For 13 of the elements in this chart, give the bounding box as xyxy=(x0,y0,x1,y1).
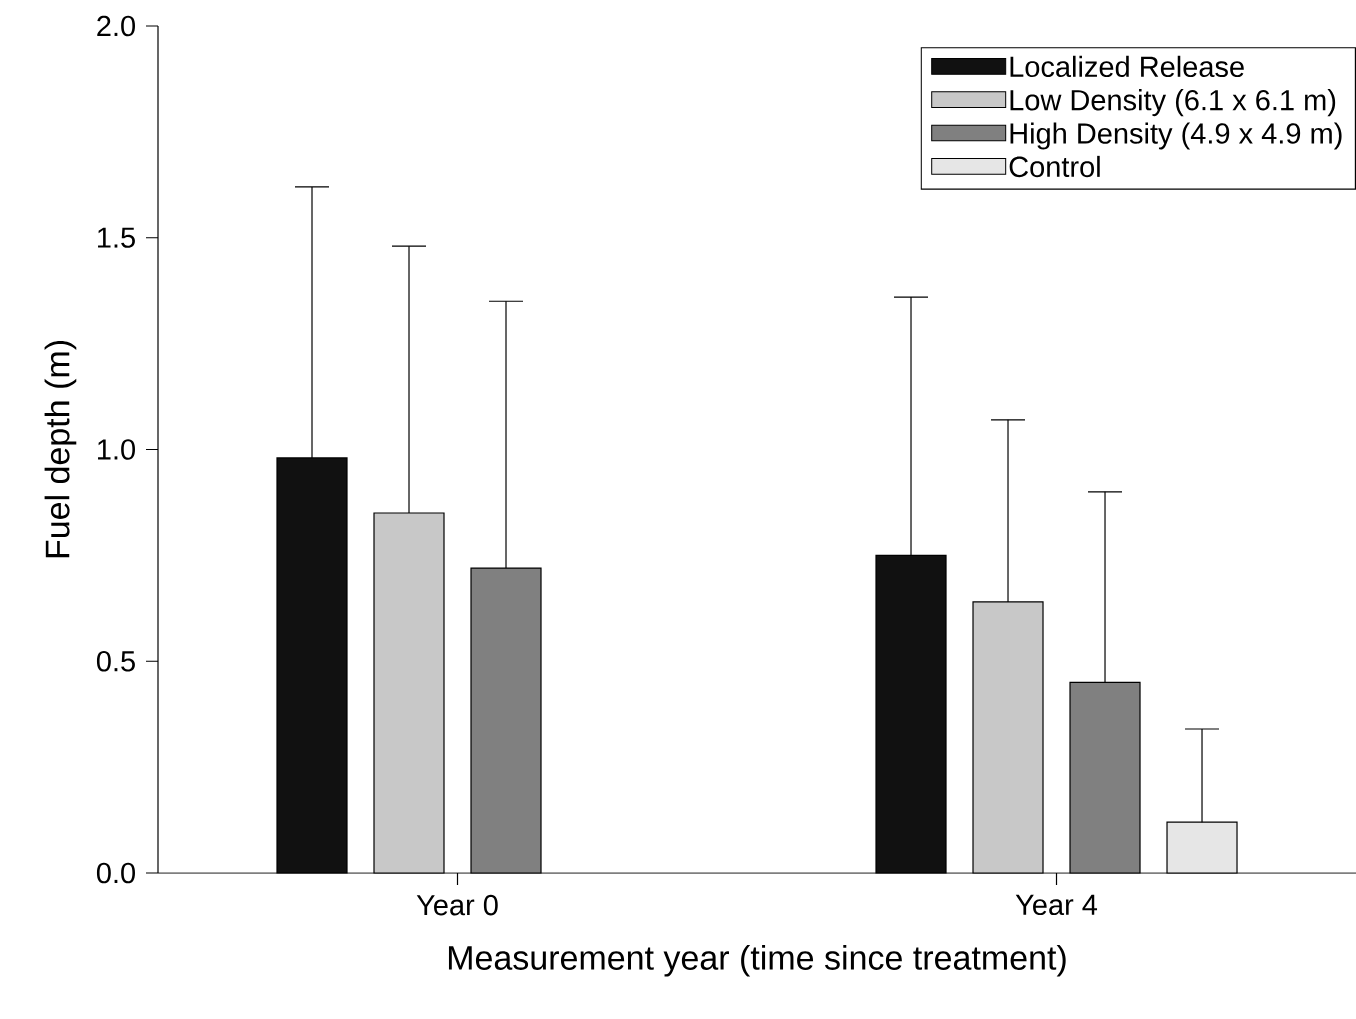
y-tick-label: 0.5 xyxy=(96,650,135,672)
y-tick-label: 0.0 xyxy=(96,862,135,884)
x-tick-label: Year 0 xyxy=(416,894,498,916)
x-axis-title: Measurement year (time since treatment) xyxy=(448,944,1066,977)
y-tick-label: 1.5 xyxy=(98,227,135,248)
legend-label: Localized Release xyxy=(1010,55,1244,78)
y-axis-title: Fuel depth (m) xyxy=(44,341,77,558)
legend-label: High Density (4.9 x 4.9 m) xyxy=(1010,122,1342,150)
legend-label: Low Density (6.1 x 6.1 m) xyxy=(1010,89,1336,117)
y-tick-label: 1.0 xyxy=(98,439,135,460)
x-tick-label: Year 4 xyxy=(1015,894,1098,916)
y-tick-label: 2.0 xyxy=(97,15,135,37)
legend-label: Control xyxy=(1009,155,1100,178)
